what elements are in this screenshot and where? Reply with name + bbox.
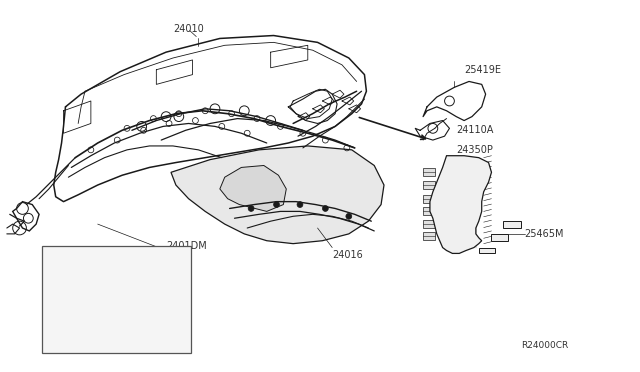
- Bar: [423, 169, 435, 176]
- Text: 24110A: 24110A: [456, 125, 493, 135]
- Bar: [423, 195, 435, 203]
- Bar: [42, 246, 191, 353]
- Polygon shape: [503, 221, 521, 228]
- Circle shape: [323, 206, 328, 211]
- Polygon shape: [220, 166, 286, 211]
- Bar: [423, 181, 435, 189]
- Polygon shape: [492, 234, 508, 241]
- Text: R24000CR: R24000CR: [521, 341, 568, 350]
- Bar: [154, 302, 165, 322]
- Text: 24016: 24016: [332, 250, 363, 260]
- Text: 2401DM: 2401DM: [166, 241, 207, 251]
- Circle shape: [346, 214, 352, 219]
- Text: 25465M: 25465M: [525, 229, 564, 239]
- Circle shape: [297, 202, 303, 208]
- Circle shape: [248, 206, 254, 211]
- Bar: [49, 270, 61, 289]
- Bar: [154, 270, 165, 289]
- Circle shape: [273, 202, 280, 208]
- Polygon shape: [430, 156, 492, 253]
- Polygon shape: [479, 247, 495, 253]
- Bar: [49, 302, 61, 322]
- Polygon shape: [171, 146, 384, 244]
- Bar: [423, 208, 435, 215]
- Text: 25419E: 25419E: [464, 65, 501, 75]
- Text: 24350P: 24350P: [456, 145, 493, 155]
- Bar: [423, 220, 435, 228]
- Text: 24010: 24010: [173, 24, 204, 34]
- Bar: [423, 232, 435, 240]
